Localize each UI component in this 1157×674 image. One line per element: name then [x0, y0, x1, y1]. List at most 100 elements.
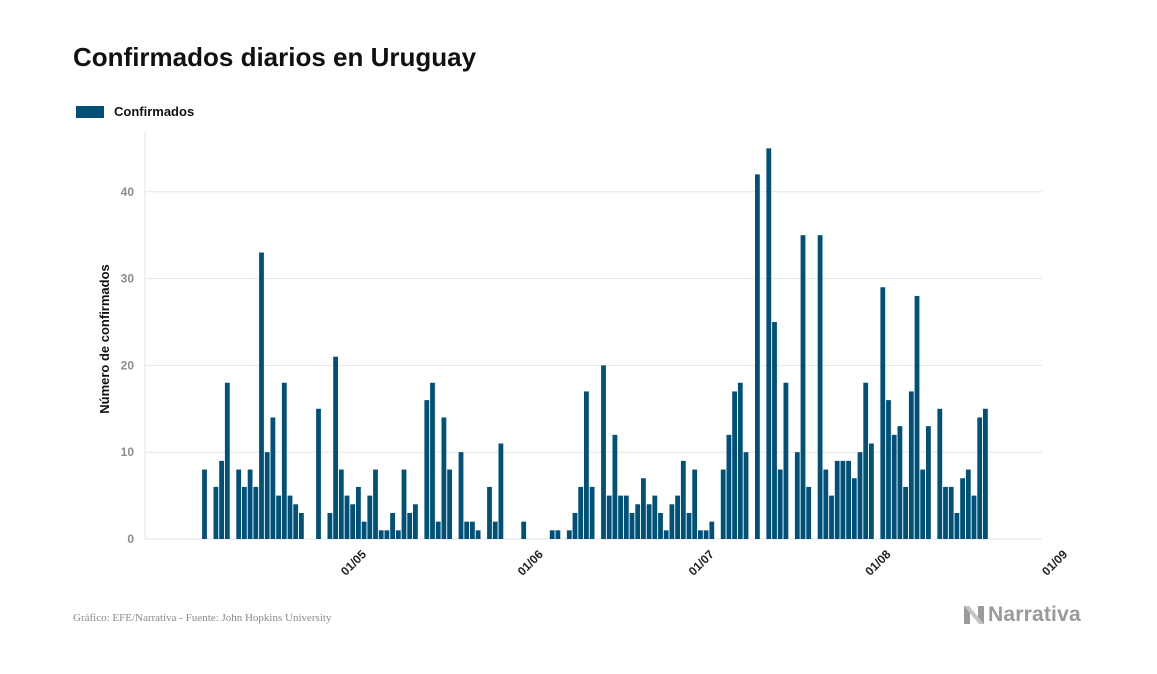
bar: [737, 382, 743, 539]
bar: [327, 512, 333, 539]
bar: [652, 495, 658, 539]
bar: [635, 504, 641, 539]
logo-text: Narrativa: [988, 603, 1081, 626]
bar: [840, 460, 846, 539]
bar: [926, 426, 931, 539]
bar: [800, 235, 806, 540]
bar: [920, 469, 926, 539]
legend: Confirmados: [76, 104, 194, 119]
bar: [224, 382, 230, 539]
bar: [487, 486, 492, 539]
bar: [851, 478, 857, 539]
bar: [692, 469, 698, 539]
bar: [287, 495, 293, 539]
bar: [276, 495, 281, 539]
narrativa-logo: Narrativa: [963, 603, 1081, 627]
bar: [680, 460, 686, 539]
bar: [703, 530, 709, 539]
bar: [373, 469, 378, 539]
bar: [424, 400, 430, 539]
bar: [977, 417, 983, 539]
x-tick-label: 01/06: [515, 547, 546, 578]
bar: [407, 512, 413, 539]
bar: [413, 504, 418, 539]
y-tick-label: 0: [127, 532, 134, 546]
bar: [618, 495, 623, 539]
bar: [584, 391, 589, 539]
bar: [726, 434, 732, 539]
bar: [344, 495, 350, 539]
x-tick-label: 01/09: [1039, 547, 1070, 578]
bar: [794, 452, 800, 539]
bar: [378, 530, 384, 539]
bar: [464, 521, 470, 539]
x-tick-label: 01/08: [862, 547, 893, 578]
bar: [983, 408, 988, 539]
bar: [948, 486, 954, 539]
bar: [817, 235, 823, 540]
bar: [823, 469, 829, 539]
bar: [914, 295, 920, 539]
bar: [578, 486, 584, 539]
bar: [891, 434, 897, 539]
bar: [732, 391, 737, 539]
bar: [470, 521, 475, 539]
bar: [658, 512, 663, 539]
bar: [669, 504, 675, 539]
bar: [743, 452, 749, 539]
bar: [555, 530, 561, 539]
bar: [492, 521, 498, 539]
bar: [458, 452, 464, 539]
bar: [908, 391, 914, 539]
bar: [572, 512, 578, 539]
bar: [886, 400, 891, 539]
bar: [338, 469, 344, 539]
bar: [829, 495, 834, 539]
bar: [897, 426, 903, 539]
bar: [242, 486, 247, 539]
bar: [869, 443, 874, 539]
bar: [236, 469, 242, 539]
bar: [202, 469, 207, 539]
bar: [367, 495, 373, 539]
bar: [772, 321, 777, 539]
bar: [361, 521, 367, 539]
bar: [806, 486, 812, 539]
bar: [430, 382, 435, 539]
bar: [612, 434, 618, 539]
bar: [663, 530, 669, 539]
bar: [390, 512, 395, 539]
bar: [766, 148, 772, 540]
bar: [601, 365, 606, 539]
bar: [299, 512, 304, 539]
bar: [293, 504, 299, 539]
legend-swatch: [76, 105, 104, 118]
bar: [219, 460, 224, 539]
bar: [971, 495, 977, 539]
bar: [880, 287, 886, 539]
bar: [350, 504, 356, 539]
bar: [755, 174, 760, 539]
bar: [698, 530, 703, 539]
bar: [863, 382, 869, 539]
bar: [783, 382, 789, 539]
bar: [566, 530, 572, 539]
x-tick-label: 01/05: [338, 547, 369, 578]
source-credit: Gráfico: EFE/Narrativa - Fuente: John Ho…: [73, 612, 332, 624]
bar: [395, 530, 401, 539]
bar: [589, 486, 595, 539]
bar: [549, 530, 555, 539]
bar: [903, 486, 908, 539]
bar: [720, 469, 726, 539]
bar: [384, 530, 390, 539]
bar: [521, 521, 527, 539]
bar: [646, 504, 652, 539]
bar: [709, 521, 715, 539]
bar: [606, 495, 612, 539]
bar: [954, 512, 960, 539]
x-tick-label: 01/07: [686, 547, 717, 578]
bar: [447, 469, 452, 539]
bar: [777, 469, 783, 539]
bar: [686, 512, 692, 539]
y-tick-label: 20: [121, 358, 135, 372]
